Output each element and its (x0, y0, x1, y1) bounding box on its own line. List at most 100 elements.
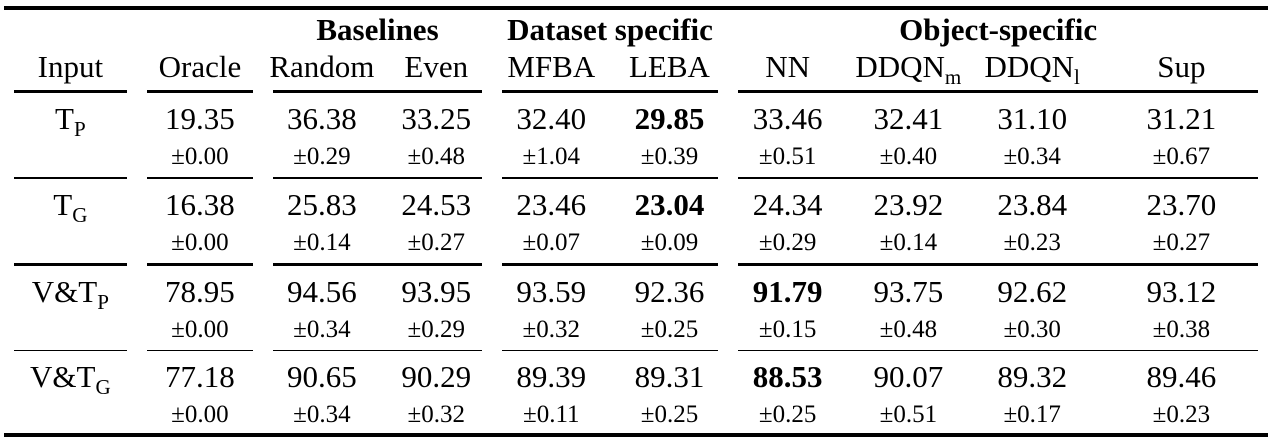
cell-value: 33.25 (401, 101, 472, 136)
row-rule (738, 177, 1258, 179)
col-header-random: Random (269, 49, 375, 84)
cell-value: 24.53 (401, 186, 472, 222)
row-label-spacer (4, 398, 137, 431)
cell-std: ±0.15 (758, 315, 817, 343)
cell-std: ±0.29 (407, 315, 465, 343)
cell-value: 36.38 (287, 101, 357, 136)
cell-value: 90.07 (873, 359, 944, 394)
section-rule (501, 262, 719, 266)
cell-value: 32.40 (516, 101, 587, 136)
row-label-tg-subscript: G (72, 202, 88, 227)
cell-std: ±0.00 (171, 143, 229, 170)
cell-value: 93.75 (873, 273, 944, 309)
cell-value: 92.36 (634, 273, 705, 309)
cell-value-best: 88.53 (752, 359, 823, 394)
section-rule (146, 262, 254, 266)
cell-value: 93.59 (516, 273, 587, 309)
cell-value: 24.34 (752, 186, 823, 222)
cell-std: ±0.25 (640, 315, 699, 343)
col-header-leba: LEBA (628, 49, 710, 84)
header-rule-oracle (146, 90, 254, 93)
row-label-vtp: V&TP (31, 273, 109, 314)
header-rule-dataset-specific (501, 90, 719, 93)
row-label-tg: TG (53, 186, 88, 227)
cell-std: ±0.48 (879, 315, 938, 343)
cell-value: 19.35 (165, 101, 235, 136)
cell-std: ±0.25 (758, 401, 817, 428)
row-rule (501, 349, 719, 351)
cell-std: ±0.32 (407, 401, 465, 428)
cell-std: ±0.14 (879, 228, 938, 256)
cell-std: ±0.00 (171, 401, 229, 428)
cell-value: 89.32 (997, 359, 1068, 394)
cell-std: ±0.51 (879, 401, 938, 428)
cell-value: 92.62 (997, 273, 1068, 309)
cell-value: 89.46 (1146, 359, 1217, 394)
cell-std: ±0.23 (1152, 401, 1211, 428)
cell-value: 23.46 (516, 186, 587, 222)
cell-std: ±0.00 (171, 228, 229, 256)
cell-value: 23.92 (873, 186, 944, 222)
cell-value: 94.56 (287, 273, 357, 309)
col-header-input: Input (37, 49, 104, 84)
cell-std: ±0.23 (1003, 228, 1061, 256)
cell-value: 89.31 (634, 359, 705, 394)
cell-std: ±0.67 (1152, 143, 1211, 170)
col-header-mfba: MFBA (507, 49, 596, 84)
row-label-tp-subscript: P (73, 117, 86, 142)
row-rule (738, 349, 1258, 351)
cell-std: ±1.04 (522, 143, 581, 170)
cell-value-best: 29.85 (634, 101, 705, 136)
cell-std: ±0.32 (522, 315, 581, 343)
cell-value: 93.12 (1146, 273, 1217, 309)
group-header-object-specific: Object-specific (899, 12, 1098, 47)
row-label-vtg-subscript: G (95, 375, 111, 400)
col-header-oracle: Oracle (158, 49, 242, 84)
group-header-dataset-specific: Dataset specific (507, 12, 713, 47)
row-rule (146, 349, 254, 351)
cell-std: ±0.27 (1152, 228, 1211, 256)
cell-value: 93.95 (401, 273, 472, 309)
cell-value-best: 91.79 (752, 273, 823, 309)
cell-value: 33.46 (752, 101, 823, 136)
cell-std: ±0.29 (293, 143, 351, 170)
cell-std: ±0.29 (758, 228, 817, 256)
cell-std: ±0.51 (758, 143, 817, 170)
cell-value: 31.10 (997, 101, 1068, 136)
cell-value: 89.39 (516, 359, 587, 394)
header-rule-input (14, 90, 127, 93)
cell-std: ±0.34 (293, 401, 351, 428)
cell-std: ±0.14 (293, 228, 351, 256)
row-rule (14, 177, 127, 179)
row-label-spacer (4, 313, 137, 346)
cell-std: ±0.25 (640, 401, 699, 428)
cell-value: 78.95 (165, 273, 235, 309)
col-header-ddqn-l: DDQNl (984, 49, 1080, 90)
section-rule (273, 262, 482, 266)
cell-value: 25.83 (287, 186, 357, 222)
header-rule-object-specific (738, 90, 1258, 93)
cell-std: ±0.07 (522, 228, 581, 256)
cell-std: ±0.30 (1003, 315, 1061, 343)
cell-std: ±0.17 (1003, 401, 1061, 428)
header-rule-baselines (273, 90, 482, 93)
cell-std: ±0.00 (171, 315, 229, 343)
col-header-ddqn-l-subscript: l (1074, 65, 1080, 90)
row-label-vtg: V&TG (30, 359, 111, 400)
cell-std: ±0.11 (523, 401, 580, 428)
row-rule (273, 349, 482, 351)
cell-value: 90.65 (287, 359, 357, 394)
cell-value-best: 23.04 (634, 186, 705, 222)
col-header-nn: NN (765, 49, 811, 84)
col-header-ddqn-m: DDQNm (855, 49, 962, 90)
col-header-even: Even (404, 49, 469, 84)
cell-std: ±0.40 (879, 143, 938, 170)
row-label-spacer (4, 226, 137, 259)
col-header-sup: Sup (1157, 49, 1206, 84)
cell-std: ±0.09 (640, 228, 699, 256)
cell-value: 23.70 (1146, 186, 1217, 222)
row-rule (501, 177, 719, 179)
group-header-baselines: Baselines (316, 12, 439, 47)
col-header-ddqn-m-subscript: m (944, 65, 962, 90)
